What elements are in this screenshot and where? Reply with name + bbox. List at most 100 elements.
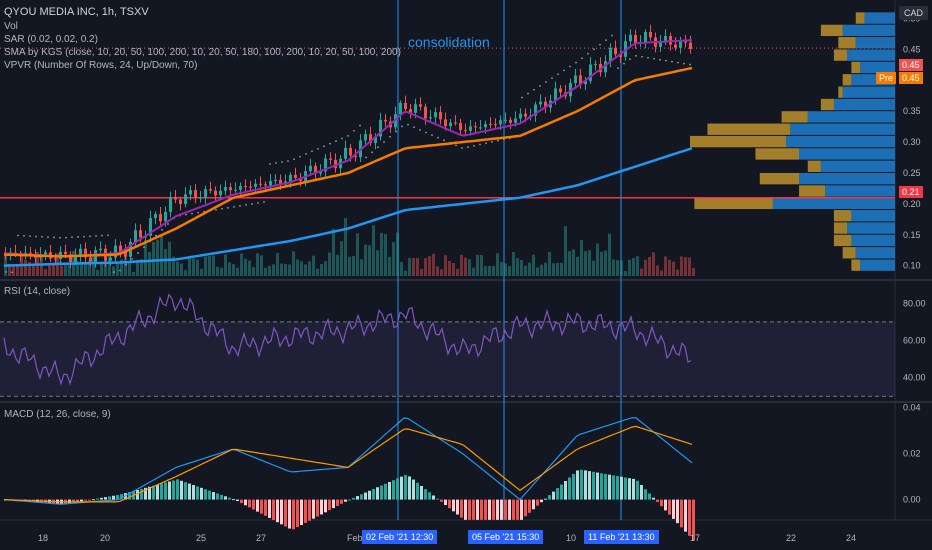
volume-bar — [372, 225, 375, 276]
volume-bar — [504, 263, 507, 276]
sar-dot — [347, 135, 349, 137]
macd-histogram-bar — [660, 499, 663, 507]
sar-dot — [437, 136, 439, 139]
macd-histogram-bar — [204, 489, 207, 500]
rsi-label[interactable]: RSI (14, close) — [4, 286, 71, 297]
candle-body — [44, 252, 47, 255]
sar-dot — [485, 142, 487, 145]
candle-body — [74, 255, 77, 262]
volume-bar — [16, 266, 19, 276]
sar-dot — [125, 263, 127, 266]
sar-dot — [323, 145, 325, 148]
sar-dot — [413, 126, 415, 129]
volume-bar — [624, 270, 627, 276]
volume-bar — [552, 263, 555, 276]
candle-body — [379, 119, 382, 137]
sar-dot — [563, 69, 565, 72]
candle-body — [679, 41, 682, 48]
vp-bar-up — [799, 148, 895, 160]
macd-label[interactable]: MACD (12, 26, close, 9) — [4, 409, 111, 420]
currency-badge[interactable]: CAD — [898, 6, 928, 20]
candle-body — [384, 119, 387, 122]
volume-bar — [364, 244, 367, 276]
volume-bar — [672, 261, 675, 276]
macd-histogram-bar — [92, 499, 95, 501]
macd-histogram-bar — [404, 474, 407, 500]
volume-bar — [464, 257, 467, 276]
volume-bar — [508, 266, 511, 276]
sar-dot — [287, 160, 289, 162]
macd-histogram-bar — [84, 499, 87, 501]
candle-body — [64, 251, 67, 255]
time-tick: 27 — [256, 533, 266, 543]
macd-histogram-bar — [484, 499, 487, 520]
volume-bar — [224, 254, 227, 276]
candle-body — [619, 54, 622, 57]
candle-body — [159, 214, 162, 222]
volume-bar — [640, 268, 643, 276]
sar-dot — [197, 211, 199, 214]
volume-bar — [248, 260, 251, 276]
macd-histogram-bar — [112, 495, 115, 500]
macd-histogram-bar — [328, 499, 331, 511]
legend-sma[interactable]: SMA by KGS (close, 10, 20, 50, 100, 200,… — [4, 47, 401, 58]
sar-dot — [425, 131, 427, 134]
volume-bar — [276, 253, 279, 276]
sar-dot — [11, 271, 13, 274]
candle-body — [89, 257, 92, 262]
volume-bar — [116, 262, 119, 276]
candle-body — [184, 194, 187, 205]
sar-dot — [5, 271, 7, 273]
volume-bar — [220, 267, 223, 276]
macd-histogram-bar — [116, 495, 119, 500]
volume-bar — [264, 267, 267, 276]
volume-bar — [540, 264, 543, 276]
macd-histogram-bar — [412, 479, 415, 500]
macd-histogram-bar — [684, 499, 687, 532]
sar-dot — [617, 67, 619, 70]
candle-body — [119, 245, 122, 252]
candle-body — [169, 197, 172, 212]
volume-bar — [108, 253, 111, 276]
macd-histogram-bar — [120, 494, 123, 500]
macd-histogram-bar — [308, 499, 311, 521]
macd-histogram-bar — [588, 471, 591, 500]
volume-bar — [252, 267, 255, 276]
macd-histogram-bar — [152, 485, 155, 500]
candle-body — [664, 36, 667, 41]
volume-bar — [120, 259, 123, 276]
legend-vpvr[interactable]: VPVR (Number Of Rows, 24, Up/Down, 70) — [4, 60, 198, 71]
legend-vol[interactable]: Vol — [4, 21, 18, 32]
candle-body — [69, 254, 72, 262]
volume-bar — [360, 259, 363, 276]
sar-dot — [275, 162, 277, 164]
macd-histogram-bar — [272, 499, 275, 521]
volume-bar — [268, 265, 271, 276]
macd-histogram-bar — [512, 499, 515, 520]
candle-body — [429, 117, 432, 119]
volume-bar — [632, 258, 635, 276]
volume-bar — [40, 256, 43, 276]
volume-bar — [608, 233, 611, 276]
annotation-consolidation[interactable]: consolidation — [408, 34, 490, 50]
price-tick: 0.10 — [903, 261, 921, 271]
candle-body — [349, 147, 352, 156]
macd-histogram-bar — [396, 478, 399, 500]
volume-bar — [376, 250, 379, 276]
candle-body — [454, 122, 457, 124]
macd-histogram-bar — [448, 499, 451, 509]
candle-body — [294, 174, 297, 178]
legend-sar[interactable]: SAR (0.02, 0.02, 0.2) — [4, 34, 98, 45]
macd-histogram-bar — [664, 499, 667, 511]
volume-bar — [272, 264, 275, 276]
time-tag-3: 11 Feb '21 13:30 — [584, 530, 659, 544]
candle-body — [154, 214, 157, 219]
volume-bar — [68, 262, 71, 276]
candle-body — [224, 187, 227, 191]
sar-dot — [383, 141, 385, 143]
candle-body — [464, 130, 467, 132]
macd-histogram-bar — [596, 472, 599, 500]
macd-histogram-bar — [148, 486, 151, 500]
candle-body — [544, 101, 547, 108]
